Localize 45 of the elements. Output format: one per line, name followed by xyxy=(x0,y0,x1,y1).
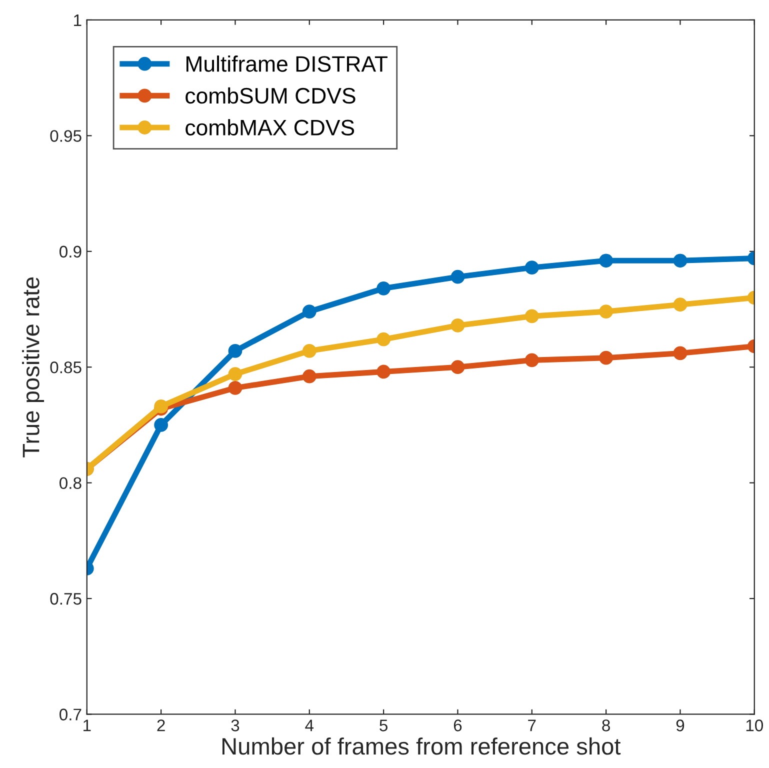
x-tick-label: 6 xyxy=(454,720,462,732)
x-tick-label: 1 xyxy=(84,720,91,732)
y-tick-label: 1 xyxy=(74,14,82,26)
point xyxy=(450,270,465,284)
y-tick-label: 0.85 xyxy=(50,362,82,374)
point xyxy=(376,364,391,379)
x-tick-label: 5 xyxy=(380,720,388,732)
point xyxy=(154,400,168,414)
point xyxy=(599,254,613,268)
point xyxy=(228,367,242,381)
point xyxy=(302,304,316,319)
legend-label: combMAX CDVS xyxy=(186,119,354,136)
x-tick-label: 3 xyxy=(231,720,240,732)
x-tick-label: 10 xyxy=(746,720,764,732)
point xyxy=(524,260,539,275)
y-tick-label: 0.9 xyxy=(60,246,82,258)
point xyxy=(302,369,316,384)
legend-label: combSUM CDVS xyxy=(186,87,356,104)
point xyxy=(524,309,539,324)
point xyxy=(376,281,391,296)
point xyxy=(599,350,613,365)
point xyxy=(673,298,688,312)
y-tick-label: 0.75 xyxy=(50,592,82,605)
point xyxy=(154,418,168,432)
x-tick-label: 4 xyxy=(305,720,314,732)
point xyxy=(376,332,391,346)
point xyxy=(524,353,539,368)
y-axis-title: True positive rate xyxy=(22,277,44,458)
x-tick-label: 2 xyxy=(157,720,165,732)
x-tick-label: 8 xyxy=(602,720,610,732)
x-tick-label: 9 xyxy=(676,720,684,732)
x-axis-title: Number of frames from reference shot xyxy=(222,737,621,755)
point xyxy=(228,380,242,395)
y-tick-label: 0.95 xyxy=(50,130,82,142)
point xyxy=(673,254,688,268)
point xyxy=(228,344,242,358)
point xyxy=(302,344,316,358)
point xyxy=(450,318,465,332)
point xyxy=(450,360,465,374)
point xyxy=(673,346,688,360)
legend-label: Multiframe DISTRAT xyxy=(186,56,388,72)
y-tick-label: 0.8 xyxy=(60,477,82,490)
x-tick-label: 7 xyxy=(528,720,536,732)
y-tick-label: 0.7 xyxy=(60,708,82,720)
point xyxy=(599,304,613,319)
